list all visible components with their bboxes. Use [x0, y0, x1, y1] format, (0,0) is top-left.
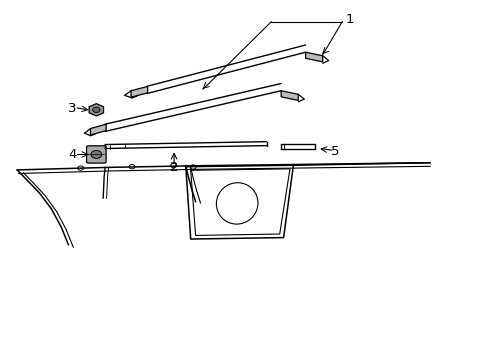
Circle shape [78, 166, 83, 170]
Circle shape [170, 163, 176, 168]
Circle shape [91, 150, 102, 158]
FancyBboxPatch shape [86, 146, 106, 163]
Text: 5: 5 [330, 145, 339, 158]
Text: 1: 1 [345, 13, 353, 26]
Circle shape [129, 165, 135, 169]
Polygon shape [305, 52, 322, 62]
Circle shape [92, 107, 100, 113]
Text: 4: 4 [68, 148, 77, 161]
Polygon shape [89, 104, 103, 116]
Polygon shape [131, 86, 147, 97]
Text: 2: 2 [169, 161, 178, 174]
Ellipse shape [216, 183, 258, 224]
Polygon shape [90, 124, 106, 135]
Circle shape [190, 165, 196, 169]
Polygon shape [281, 91, 298, 100]
Text: 3: 3 [68, 102, 77, 114]
